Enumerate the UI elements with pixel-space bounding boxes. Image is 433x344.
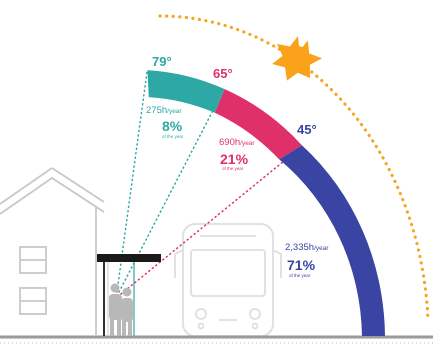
angle-label-65: 65° (213, 66, 233, 81)
arc-segment-65 (214, 89, 302, 160)
hours-79: 275h/year (146, 105, 182, 116)
bus-shelter-icon (97, 254, 161, 336)
caption-79: of the year (162, 134, 184, 139)
arc-segment-45 (279, 145, 385, 336)
angle-label-45: 45° (297, 122, 317, 137)
people-icon (109, 283, 133, 336)
sun-icon (272, 36, 323, 81)
arc-segment-79 (147, 70, 225, 113)
sun-path-arc (158, 14, 430, 322)
caption-65: of the year (222, 166, 244, 171)
bus-icon (174, 223, 282, 337)
percent-65: 21% (220, 151, 249, 167)
caption-45: of the year (289, 273, 311, 278)
hours-65: 690h/year (219, 137, 255, 148)
angle-label-79: 79° (152, 54, 172, 69)
percent-79: 8% (162, 118, 183, 134)
percent-45: 71% (287, 257, 316, 273)
hours-45: 2,335h/year (285, 242, 329, 253)
house-icon (0, 167, 105, 335)
